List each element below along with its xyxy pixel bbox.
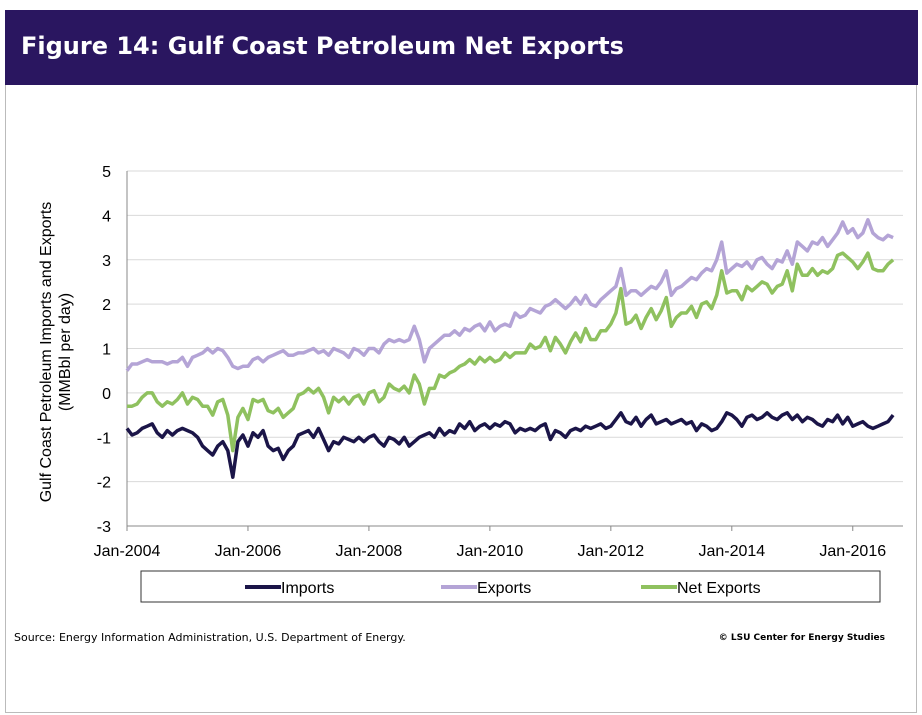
x-tick-label: Jan-2006 — [215, 543, 282, 560]
slide-frame — [5, 10, 917, 713]
x-tick-label: Jan-2010 — [457, 543, 524, 560]
y-tick-label: 2 — [102, 297, 111, 314]
y-tick-label: -1 — [97, 430, 111, 447]
series-line — [125, 218, 894, 372]
x-tick-label: Jan-2016 — [819, 543, 886, 560]
y-axis-label: Gulf Coast Petroleum Imports and Exports — [38, 202, 55, 503]
legend-box — [140, 570, 881, 603]
y-tick-label: -2 — [97, 475, 111, 492]
y-tick-label: 3 — [102, 253, 111, 270]
x-tick-label: Jan-2014 — [698, 543, 765, 560]
x-tick-label: Jan-2004 — [94, 543, 161, 560]
credit: © LSU Center for Energy Studies — [719, 633, 885, 643]
legend-label: Exports — [477, 580, 531, 597]
legend-label: Net Exports — [677, 580, 761, 597]
y-tick-label: 1 — [102, 342, 111, 359]
y-tick-label: -3 — [97, 519, 111, 536]
series-line — [125, 411, 895, 479]
x-tick-label: Jan-2008 — [336, 543, 403, 560]
legend-label: Imports — [281, 580, 334, 597]
title-bar: Figure 14: Gulf Coast Petroleum Net Expo… — [5, 10, 918, 85]
x-tick-label: Jan-2012 — [577, 543, 644, 560]
y-axis-label: (MMBbl per day) — [57, 293, 74, 411]
source: Source: Energy Information Administratio… — [14, 631, 406, 644]
y-tick-label: 4 — [102, 208, 111, 225]
y-tick-label: 5 — [102, 164, 111, 181]
y-tick-label: 0 — [102, 386, 111, 403]
series-line — [127, 251, 895, 453]
chart-title: Figure 14: Gulf Coast Petroleum Net Expo… — [21, 32, 624, 60]
